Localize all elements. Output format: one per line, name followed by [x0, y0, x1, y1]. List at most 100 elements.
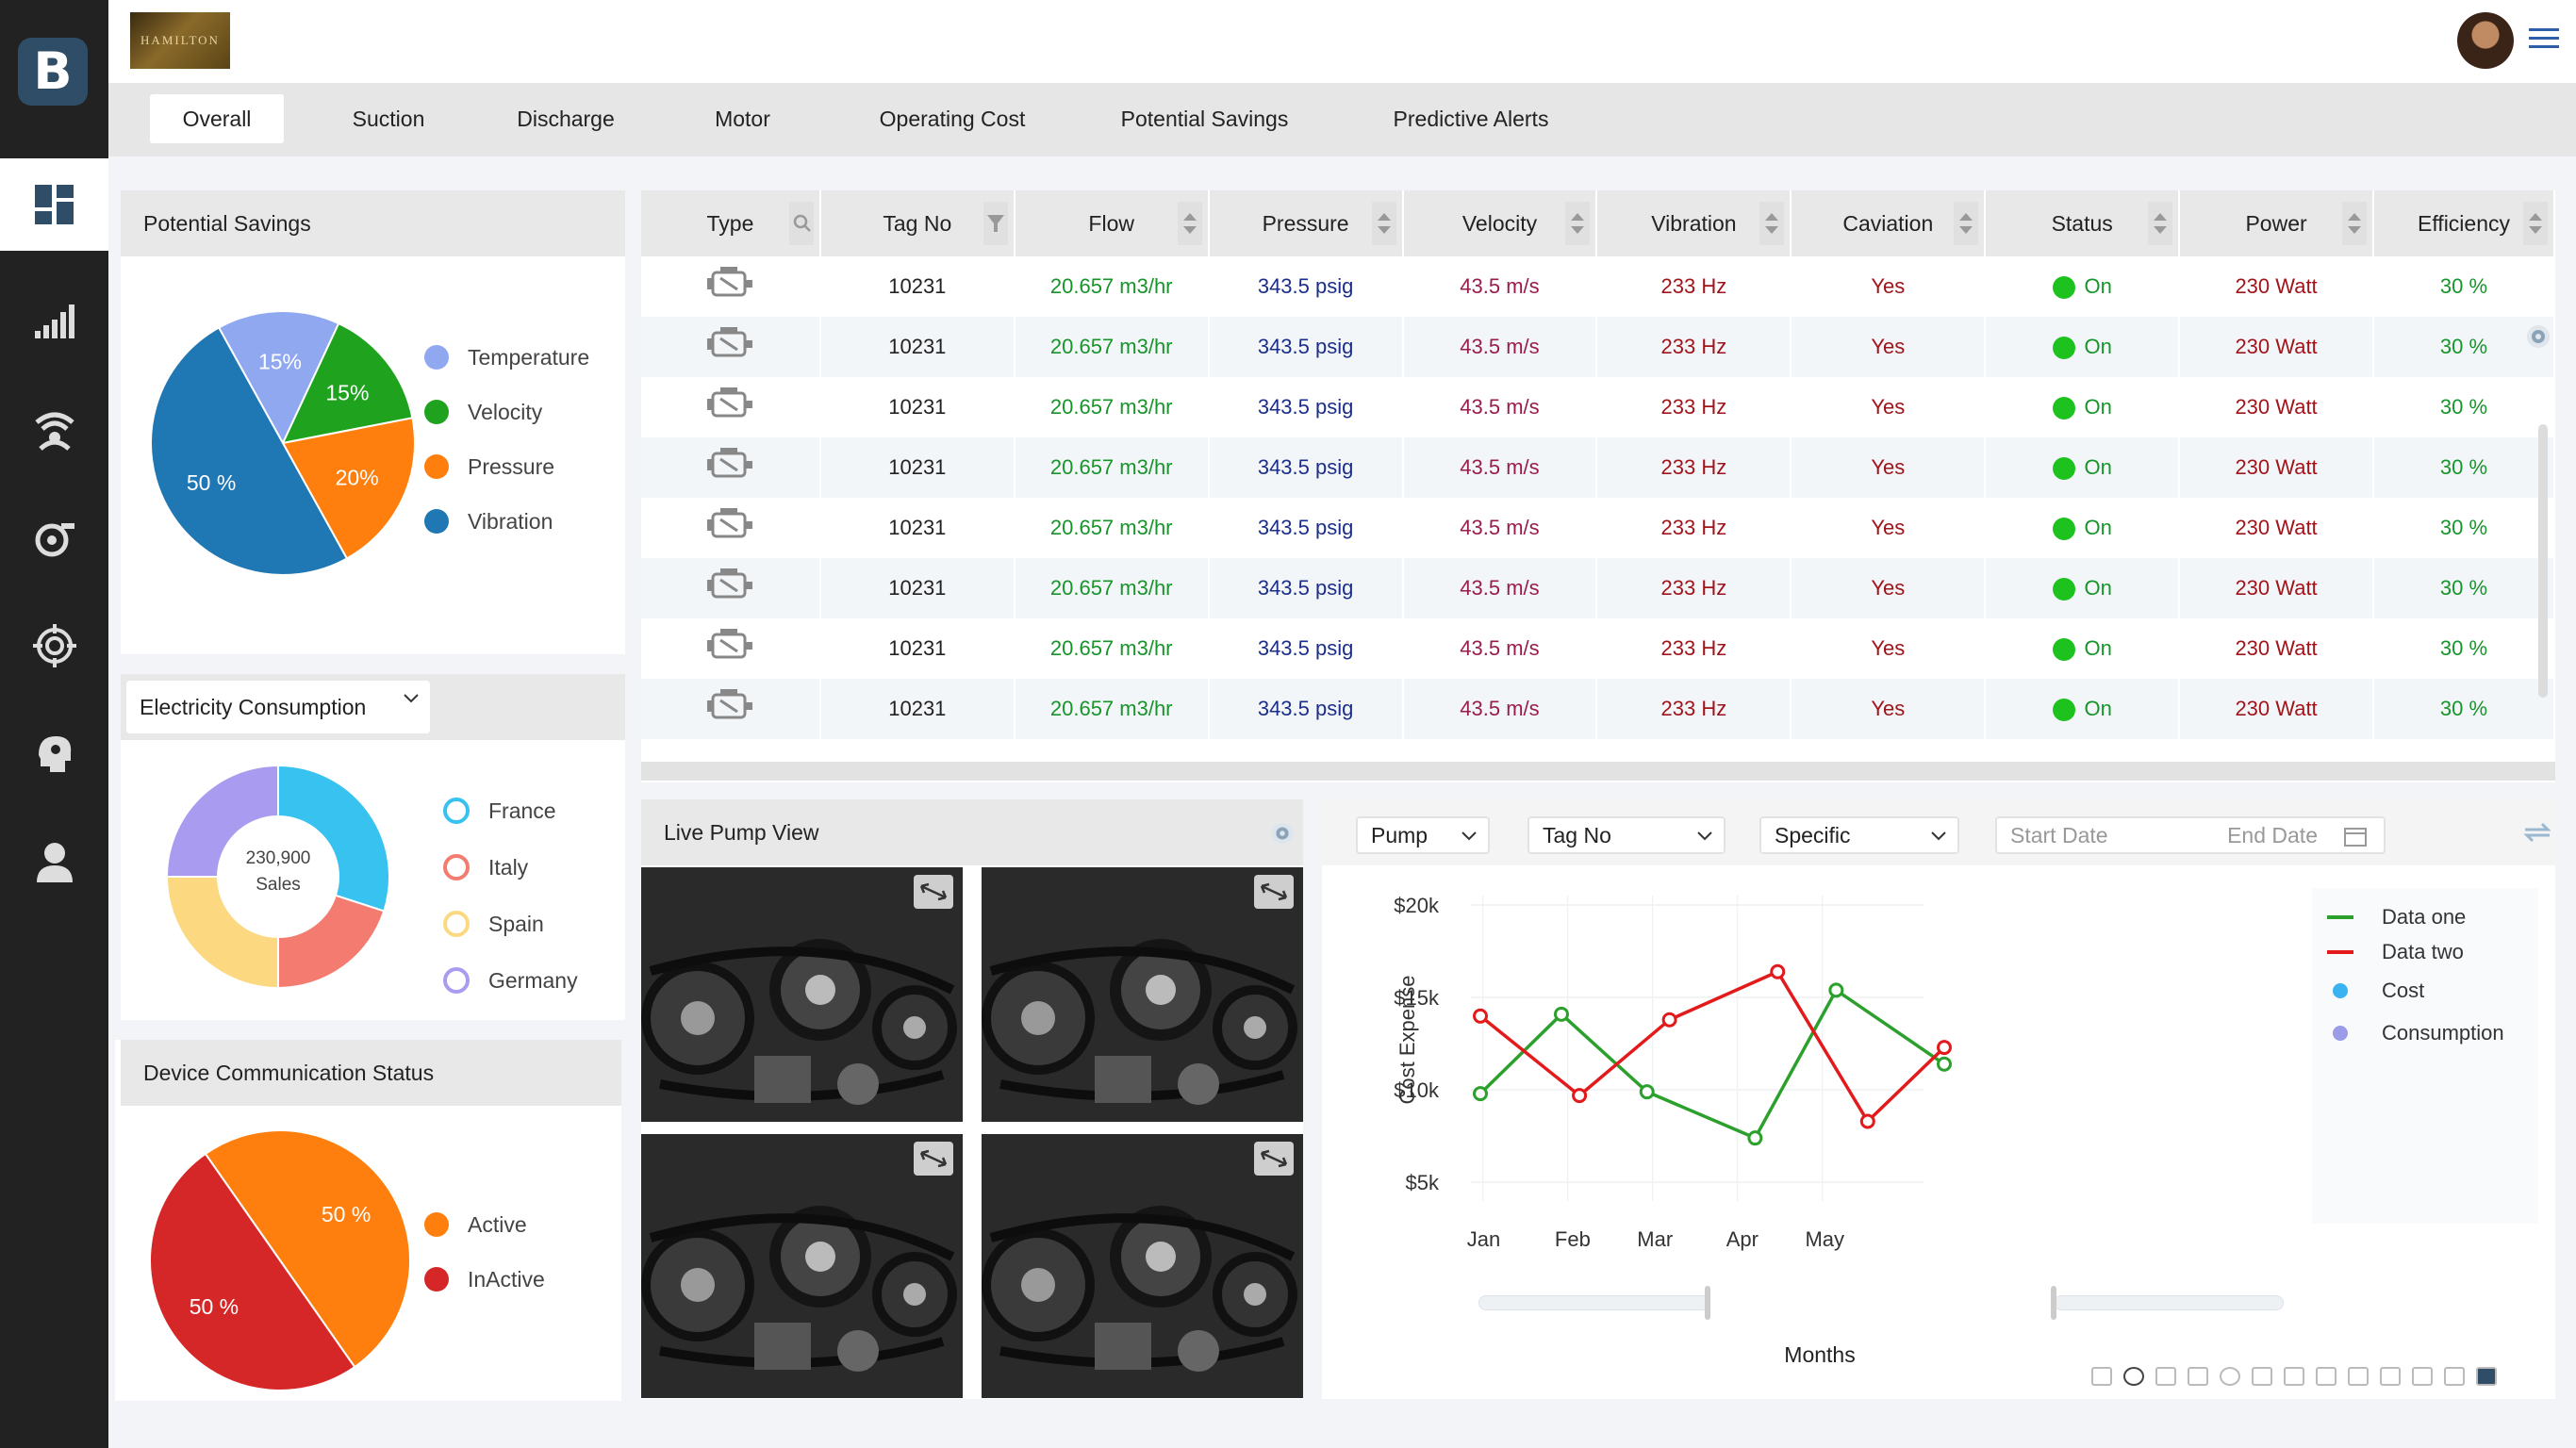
legend-item[interactable]: Active	[424, 1197, 613, 1252]
pump-camera-feed[interactable]	[982, 867, 1303, 1122]
sort-icon[interactable]	[2342, 202, 2367, 245]
settings-gear-icon[interactable]	[2524, 322, 2552, 351]
table-row[interactable]: 10231 20.657 m3/hr 343.5 psig 43.5 m/s 233 H…	[641, 377, 2555, 437]
sort-icon[interactable]	[1371, 202, 1396, 245]
nav-monitor[interactable]	[0, 599, 108, 693]
live-view-gear-icon[interactable]	[1269, 820, 1296, 847]
chart-legend-item[interactable]: Data two	[2312, 934, 2538, 969]
hover-compare-icon[interactable]	[2444, 1367, 2465, 1386]
savings-slice-vibration[interactable]	[150, 326, 349, 576]
tab-predictive-alerts[interactable]: Predictive Alerts	[1393, 106, 1549, 131]
table-row[interactable]: 10231 20.657 m3/hr 343.5 psig 43.5 m/s 233 H…	[641, 317, 2555, 377]
electricity-donut[interactable]	[160, 759, 396, 995]
column-header-velocity[interactable]: Velocity	[1402, 190, 1598, 256]
brand-logo[interactable]: HAMILTON	[130, 12, 230, 69]
spike-lines-icon[interactable]	[2380, 1367, 2401, 1386]
table-row[interactable]: 10231 20.657 m3/hr 343.5 psig 43.5 m/s 233 H…	[641, 498, 2555, 558]
data-point[interactable]	[1553, 1006, 1569, 1022]
column-header-flow[interactable]: Flow	[1014, 190, 1210, 256]
nav-wireless[interactable]	[0, 382, 108, 476]
data-point[interactable]	[1639, 1084, 1655, 1100]
series-line-data-one[interactable]	[1478, 987, 1945, 1141]
sort-icon[interactable]	[2148, 202, 2173, 245]
tab-overall[interactable]: Overall	[150, 94, 284, 143]
zoom-icon[interactable]	[2123, 1367, 2144, 1386]
table-row[interactable]: 10231 20.657 m3/hr 343.5 psig 43.5 m/s 233 H…	[641, 558, 2555, 618]
data-point[interactable]	[1747, 1130, 1763, 1146]
legend-item[interactable]: Vibration	[424, 494, 622, 549]
data-point[interactable]	[1859, 1113, 1875, 1129]
nav-ai[interactable]	[0, 707, 108, 801]
column-header-power[interactable]: Power	[2179, 190, 2374, 256]
tab-potential-savings[interactable]: Potential Savings	[1120, 106, 1289, 131]
expand-icon[interactable]	[914, 1142, 953, 1176]
sort-icon[interactable]	[1954, 202, 1979, 245]
pump-camera-feed[interactable]	[641, 867, 963, 1122]
nav-dashboard[interactable]	[0, 158, 108, 251]
sort-icon[interactable]	[1565, 202, 1591, 245]
electricity-slice-spain[interactable]	[165, 876, 279, 990]
electricity-slice-italy[interactable]	[277, 894, 386, 990]
data-point[interactable]	[1828, 982, 1844, 998]
pump-camera-feed[interactable]	[641, 1134, 963, 1398]
box-select-icon[interactable]	[2188, 1367, 2208, 1386]
plotly-logo-icon[interactable]	[2476, 1367, 2497, 1386]
column-header-tag-no[interactable]: Tag No	[819, 190, 1016, 256]
legend-item[interactable]: Temperature	[424, 330, 622, 385]
zoom-out-icon[interactable]	[2284, 1367, 2304, 1386]
pump-select[interactable]: Pump	[1356, 816, 1490, 854]
column-header-caviation[interactable]: Caviation	[1791, 190, 1987, 256]
nav-pump[interactable]	[0, 490, 108, 584]
column-header-pressure[interactable]: Pressure	[1208, 190, 1404, 256]
app-logo[interactable]: B	[18, 38, 88, 106]
electricity-slice-france[interactable]	[277, 764, 390, 913]
vertical-scrollbar[interactable]	[2538, 424, 2548, 698]
hamburger-menu-icon[interactable]	[2529, 26, 2559, 51]
table-row[interactable]: 10231 20.657 m3/hr 343.5 psig 43.5 m/s 233 H…	[641, 437, 2555, 498]
chart-legend-item[interactable]: Consumption	[2312, 1012, 2538, 1054]
device-slice-active[interactable]	[204, 1129, 411, 1369]
pump-camera-feed[interactable]	[982, 1134, 1303, 1398]
legend-item[interactable]: Spain	[443, 896, 622, 952]
table-row[interactable]: 10231 20.657 m3/hr 343.5 psig 43.5 m/s 233 H…	[641, 618, 2555, 679]
savings-slice-pressure[interactable]	[281, 417, 416, 560]
legend-item[interactable]: Velocity	[424, 385, 622, 439]
horizontal-scrollbar[interactable]	[641, 762, 2555, 781]
table-row[interactable]: 10231 20.657 m3/hr 343.5 psig 43.5 m/s 233 H…	[641, 256, 2555, 317]
device-slice-inactive[interactable]	[149, 1152, 356, 1391]
tab-suction[interactable]: Suction	[352, 106, 425, 131]
refresh-arrows-icon[interactable]	[2523, 820, 2551, 845]
reset-axes-icon[interactable]	[2348, 1367, 2369, 1386]
tag-select[interactable]: Tag No	[1527, 816, 1726, 854]
lasso-icon[interactable]	[2220, 1367, 2240, 1386]
series-line-data-two[interactable]	[1478, 969, 1946, 1125]
legend-item[interactable]: Germany	[443, 952, 622, 1009]
data-point[interactable]	[1937, 1056, 1952, 1072]
end-date-placeholder[interactable]: End Date	[2227, 822, 2318, 847]
nav-user[interactable]	[0, 815, 108, 910]
camera-icon[interactable]	[2091, 1367, 2112, 1386]
date-range-input[interactable]: Start Date End Date	[1995, 816, 2386, 854]
potential-savings-pie[interactable]: 15% 15% 20% 50 %	[141, 302, 424, 584]
legend-item[interactable]: Pressure	[424, 439, 622, 494]
data-point[interactable]	[1937, 1040, 1952, 1056]
column-header-vibration[interactable]: Vibration	[1596, 190, 1792, 256]
legend-item[interactable]: InActive	[424, 1252, 613, 1307]
sort-icon[interactable]	[1177, 202, 1202, 245]
electricity-select[interactable]: Electricity Consumption	[126, 681, 430, 733]
device-status-pie[interactable]: 50 % 50 %	[143, 1124, 417, 1397]
chart-legend-item[interactable]: Cost	[2312, 969, 2538, 1012]
sort-icon[interactable]	[1759, 202, 1785, 245]
electricity-slice-germany[interactable]	[165, 764, 279, 878]
legend-item[interactable]: Italy	[443, 839, 622, 896]
tab-operating-cost[interactable]: Operating Cost	[879, 106, 1026, 131]
specific-select[interactable]: Specific	[1759, 816, 1959, 854]
avatar[interactable]	[2457, 12, 2514, 69]
data-point[interactable]	[1770, 963, 1786, 979]
search-icon[interactable]	[788, 202, 814, 245]
data-point[interactable]	[1572, 1088, 1588, 1104]
data-point[interactable]	[1473, 1008, 1488, 1024]
range-slider-handle-left[interactable]	[1705, 1286, 1710, 1320]
nav-analytics[interactable]	[0, 273, 108, 368]
expand-icon[interactable]	[1254, 875, 1294, 909]
